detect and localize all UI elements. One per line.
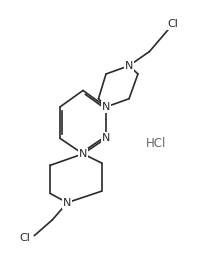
- Text: Cl: Cl: [20, 233, 31, 243]
- Text: N: N: [125, 61, 133, 71]
- Text: HCl: HCl: [146, 137, 166, 150]
- Text: N: N: [102, 133, 110, 143]
- Text: N: N: [79, 149, 87, 159]
- Text: N: N: [102, 102, 110, 112]
- Text: Cl: Cl: [167, 19, 178, 29]
- Text: N: N: [102, 102, 110, 112]
- Text: N: N: [63, 198, 71, 208]
